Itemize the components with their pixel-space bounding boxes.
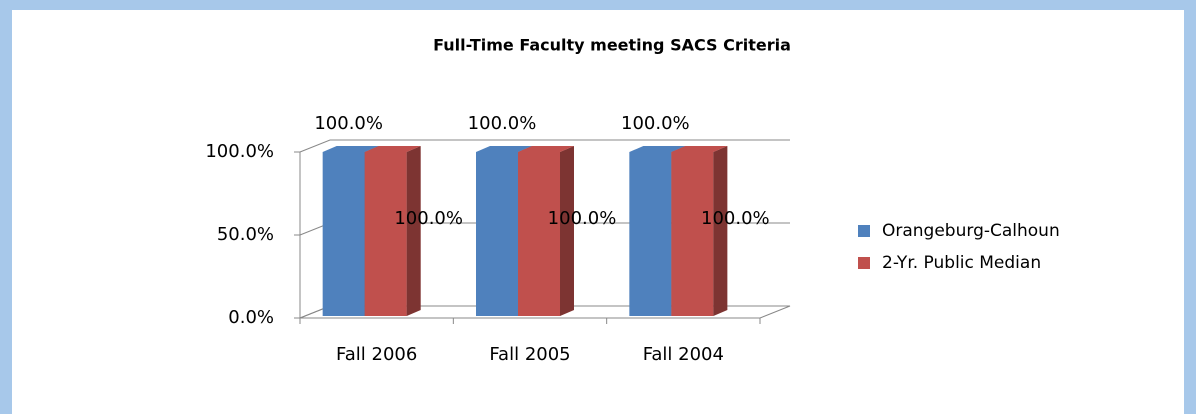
grid-line [299,139,790,153]
x-tick-label: Fall 2004 [643,344,724,365]
x-tick-label: Fall 2005 [489,344,570,365]
bar-side [560,146,574,316]
bar-side-shade [406,146,421,316]
bar-top [322,146,379,152]
data-label: 100.0% [548,208,617,229]
y-tick-label: 0.0% [228,307,274,328]
y-tick-label: 100.0% [205,141,274,162]
data-label: 100.0% [394,208,463,229]
bar [629,152,672,316]
data-label: 100.0% [314,113,383,134]
bar-top [629,146,686,152]
bar [322,152,365,316]
bar-top [364,146,421,152]
data-label: 100.0% [701,208,770,229]
bar-side-shade [713,146,728,316]
x-tick-label: Fall 2006 [336,344,417,365]
legend-swatch [858,225,870,237]
bar [364,152,407,316]
chart-area [12,10,1184,414]
bar-side-shade [560,146,574,316]
bar-side [713,146,728,316]
bar [671,152,714,316]
legend-label: Orangeburg-Calhoun [882,221,1060,241]
bar-top [518,146,574,152]
legend-label: 2-Yr. Public Median [882,253,1041,273]
bar-top [476,146,532,152]
data-label: 100.0% [468,113,537,134]
bar [518,152,560,316]
legend-swatch [858,257,870,269]
chart-title: Full-Time Faculty meeting SACS Criteria [433,36,791,55]
bar-side [406,146,421,316]
bar [476,152,518,316]
data-label: 100.0% [621,113,690,134]
y-tick-label: 50.0% [217,224,274,245]
bar-top [671,146,728,152]
